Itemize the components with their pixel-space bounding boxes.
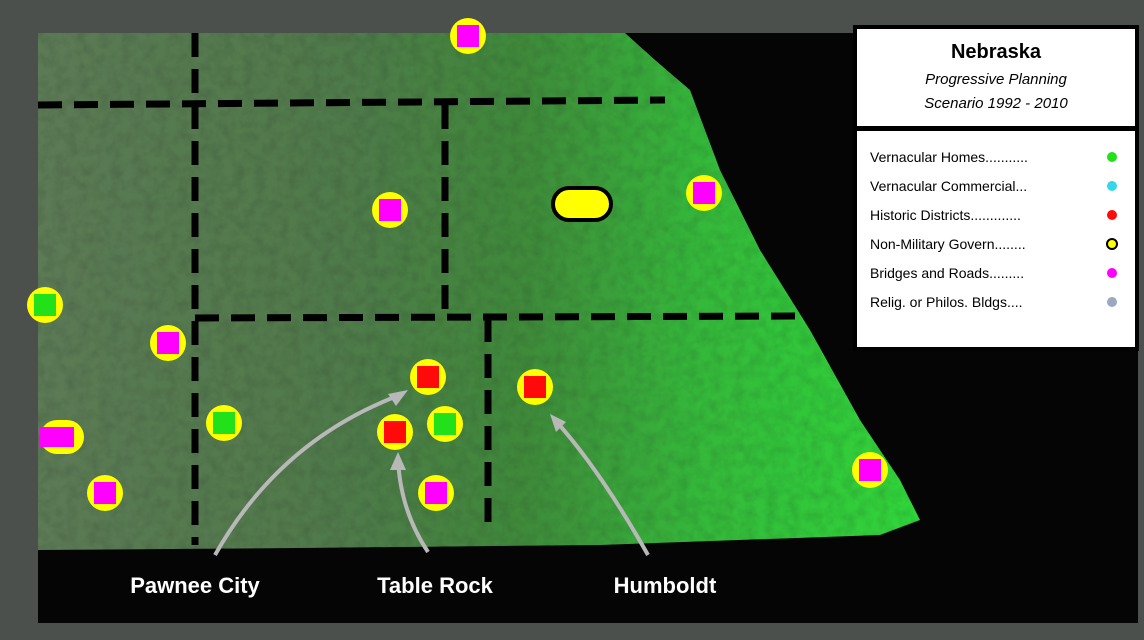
legend-swatch	[1107, 181, 1117, 191]
place-label: Pawnee City	[130, 573, 260, 598]
place-label: Humboldt	[614, 573, 717, 598]
marker-core	[94, 482, 116, 504]
arrowhead	[390, 452, 406, 470]
legend-label: Vernacular Commercial...	[870, 178, 1027, 194]
marker-core	[417, 366, 439, 388]
arrow	[213, 393, 401, 556]
marker-core	[425, 482, 447, 504]
place-label: Table Rock	[377, 573, 494, 598]
legend-swatch	[1107, 268, 1117, 278]
marker-core	[524, 376, 546, 398]
legend-label: Non-Military Govern........	[870, 236, 1026, 252]
legend-subtitle: Progressive Planning	[925, 71, 1067, 88]
legend-swatch	[1107, 297, 1117, 307]
legend-title: Nebraska	[951, 41, 1042, 63]
legend-period: Scenario 1992 - 2010	[924, 95, 1068, 112]
marker-core	[693, 182, 715, 204]
legend-list-box	[857, 131, 1135, 347]
marker-core	[34, 294, 56, 316]
county-line	[37, 96, 666, 109]
arrow	[553, 418, 650, 556]
legend-swatch	[1107, 152, 1117, 162]
arrowheads	[388, 390, 566, 470]
marker-core	[157, 332, 179, 354]
marker-core	[434, 413, 456, 435]
marker-core	[384, 421, 406, 443]
marker-core	[859, 459, 881, 481]
marker-core	[213, 412, 235, 434]
arrowhead	[550, 414, 566, 432]
legend-swatch	[1106, 238, 1118, 250]
marker-core	[457, 25, 479, 47]
county-line	[194, 312, 806, 322]
legend-label: Vernacular Homes...........	[870, 149, 1028, 165]
county-lines	[37, 33, 806, 545]
marker-core	[379, 199, 401, 221]
legend-label: Relig. or Philos. Bldgs....	[870, 294, 1023, 310]
legend-title-box	[857, 29, 1135, 126]
legend-label: Historic Districts.............	[870, 207, 1021, 223]
land	[38, 33, 920, 550]
legend-swatch	[1107, 210, 1117, 220]
legend: Nebraska Progressive Planning Scenario 1…	[853, 25, 1139, 351]
markers	[27, 18, 888, 511]
marker	[551, 186, 613, 222]
legend-label: Bridges and Roads.........	[870, 265, 1024, 281]
arrowhead	[388, 390, 408, 406]
marker	[40, 427, 74, 447]
